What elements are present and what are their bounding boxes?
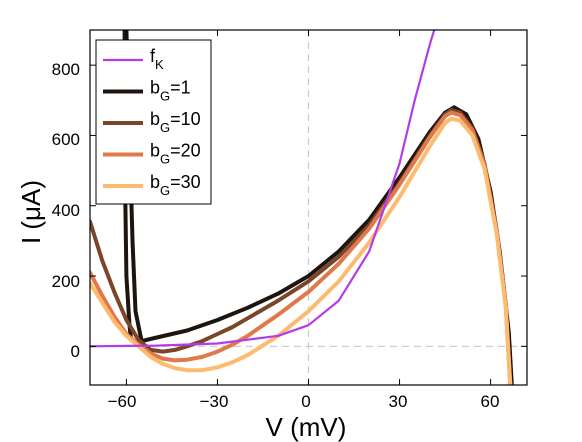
legend-label-sub: G (160, 120, 170, 135)
legend-label-sub: K (155, 57, 164, 72)
legend-label-sub: G (160, 183, 170, 198)
legend-label-sub: G (160, 89, 170, 104)
legend-label-main: b (150, 141, 160, 161)
x-axis-title: V (mV) (266, 412, 347, 442)
y-tick-label: 0 (71, 342, 80, 361)
legend-label: bG=30 (150, 172, 201, 198)
legend-label-sub: G (160, 152, 170, 167)
legend-label: bG=20 (150, 141, 201, 167)
legend-label-value: =20 (170, 141, 201, 161)
x-tick-label: 0 (301, 392, 310, 411)
legend-label-main: b (150, 109, 160, 129)
legend-label: bG=1 (150, 78, 191, 104)
y-tick-label: 600 (52, 130, 80, 149)
y-axis-title: I (μA) (16, 180, 46, 244)
legend-label-value: =1 (170, 78, 191, 98)
x-tick-label: 30 (389, 392, 408, 411)
x-tick-label: 60 (481, 392, 500, 411)
legend-label: fK (150, 46, 164, 72)
y-tick-label: 800 (52, 60, 80, 79)
y-tick-label: 200 (52, 272, 80, 291)
series-line-f-k (90, 30, 436, 348)
x-tick-label: −60 (108, 392, 137, 411)
legend-label-value: =10 (170, 109, 201, 129)
x-tick-labels: −60 −30 0 30 60 (108, 392, 500, 411)
legend-label-value: =30 (170, 172, 201, 192)
legend-label-main: b (150, 78, 160, 98)
series-group (90, 30, 514, 385)
legend-label: bG=10 (150, 109, 201, 135)
y-tick-label: 400 (52, 201, 80, 220)
legend-label-main: b (150, 172, 160, 192)
legend-label-main: f (150, 46, 156, 66)
x-tick-label: −30 (200, 392, 229, 411)
y-tick-labels: 0 200 400 600 800 (52, 60, 80, 361)
